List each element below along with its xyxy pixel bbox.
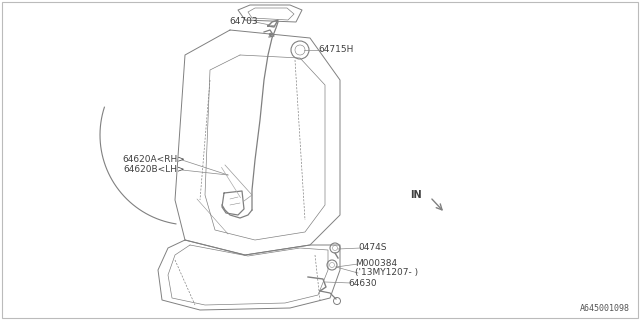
Text: ('13MY1207- ): ('13MY1207- ) bbox=[355, 268, 418, 277]
Text: 64620A<RH>: 64620A<RH> bbox=[122, 156, 185, 164]
Text: 64715H: 64715H bbox=[318, 45, 353, 54]
Text: 64630: 64630 bbox=[348, 278, 376, 287]
Text: IN: IN bbox=[410, 190, 422, 200]
Text: 0474S: 0474S bbox=[358, 244, 387, 252]
Text: A645001098: A645001098 bbox=[580, 304, 630, 313]
Text: 64703: 64703 bbox=[229, 18, 258, 27]
Text: 64620B<LH>: 64620B<LH> bbox=[124, 165, 185, 174]
Text: M000384: M000384 bbox=[355, 260, 397, 268]
